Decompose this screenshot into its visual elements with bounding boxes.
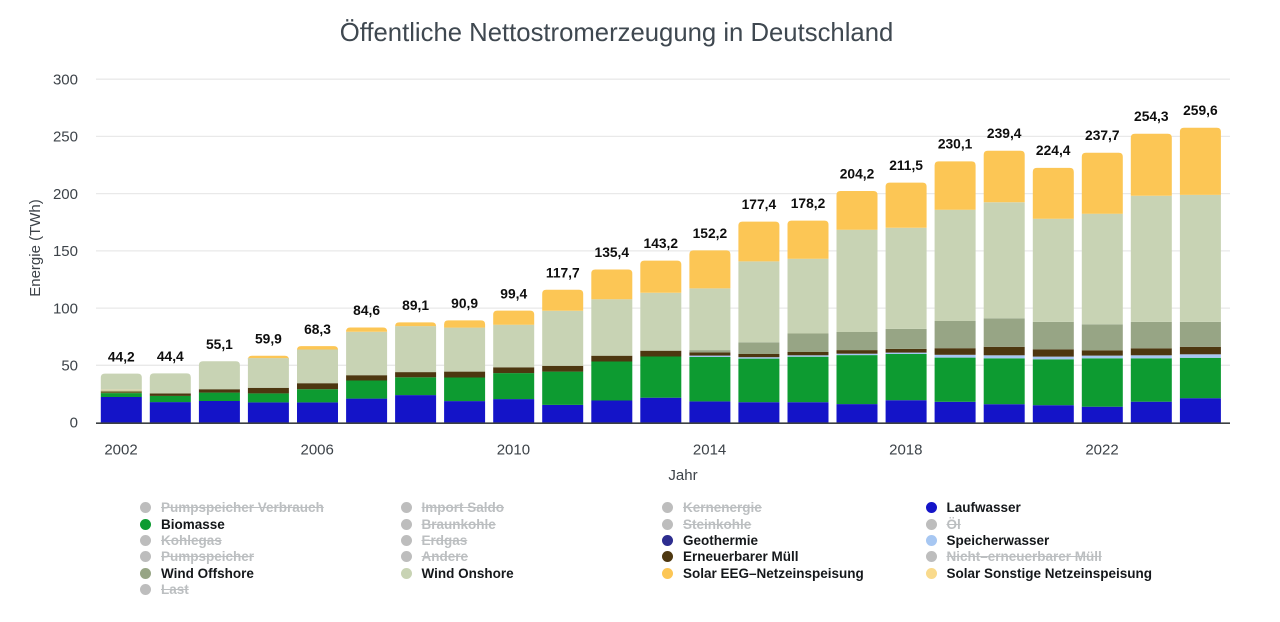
svg-text:0: 0 xyxy=(70,415,78,432)
svg-text:204,2: 204,2 xyxy=(840,166,875,181)
svg-text:230,1: 230,1 xyxy=(938,137,973,152)
svg-text:237,7: 237,7 xyxy=(1085,128,1120,143)
svg-text:2002: 2002 xyxy=(104,442,137,459)
svg-text:Jahr: Jahr xyxy=(668,467,697,484)
svg-text:177,4: 177,4 xyxy=(742,197,777,212)
svg-text:55,1: 55,1 xyxy=(206,337,233,352)
svg-text:Energie (TWh): Energie (TWh) xyxy=(27,199,44,297)
svg-text:90,9: 90,9 xyxy=(451,296,478,311)
svg-text:84,6: 84,6 xyxy=(353,303,380,318)
svg-text:178,2: 178,2 xyxy=(791,196,826,211)
svg-text:152,2: 152,2 xyxy=(693,226,728,241)
svg-text:44,2: 44,2 xyxy=(108,349,135,364)
svg-text:259,6: 259,6 xyxy=(1183,103,1218,118)
svg-text:200: 200 xyxy=(53,186,78,203)
svg-text:44,4: 44,4 xyxy=(157,349,184,364)
svg-text:2006: 2006 xyxy=(301,442,334,459)
svg-text:224,4: 224,4 xyxy=(1036,143,1071,158)
svg-text:239,4: 239,4 xyxy=(987,126,1022,141)
svg-text:211,5: 211,5 xyxy=(889,158,923,173)
svg-text:143,2: 143,2 xyxy=(644,236,679,251)
svg-text:59,9: 59,9 xyxy=(255,332,282,347)
svg-text:100: 100 xyxy=(53,300,78,317)
svg-text:254,3: 254,3 xyxy=(1134,109,1169,124)
svg-text:250: 250 xyxy=(53,129,78,146)
svg-text:99,4: 99,4 xyxy=(500,286,527,301)
svg-text:Öffentliche Nettostromerzeugun: Öffentliche Nettostromerzeugung in Deuts… xyxy=(340,19,894,47)
svg-text:2018: 2018 xyxy=(889,442,922,459)
svg-text:2014: 2014 xyxy=(693,442,726,459)
svg-text:2010: 2010 xyxy=(497,442,530,459)
svg-text:135,4: 135,4 xyxy=(595,245,630,260)
svg-text:117,7: 117,7 xyxy=(546,265,580,280)
svg-text:2022: 2022 xyxy=(1085,442,1118,459)
svg-text:150: 150 xyxy=(53,243,78,260)
svg-text:50: 50 xyxy=(61,358,78,375)
svg-text:300: 300 xyxy=(53,71,78,88)
svg-text:68,3: 68,3 xyxy=(304,322,331,337)
svg-text:89,1: 89,1 xyxy=(402,298,429,313)
